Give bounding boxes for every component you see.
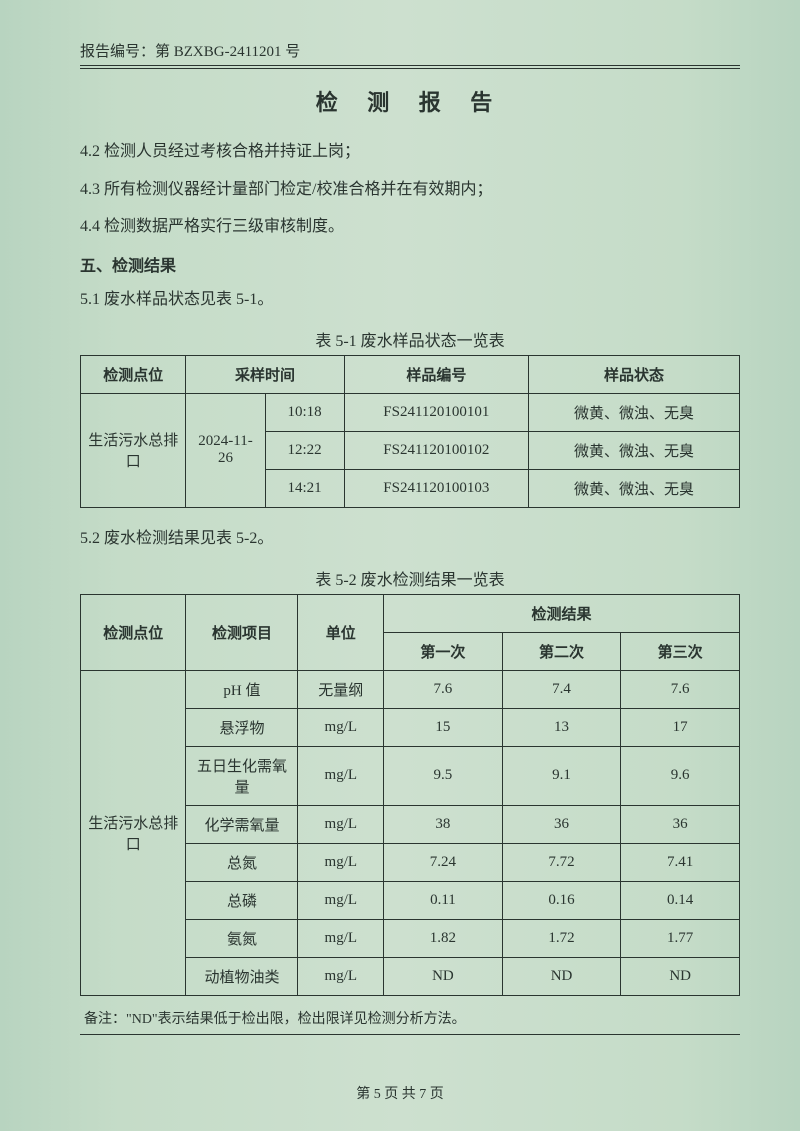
table-row: 生活污水总排口 pH 值 无量纲 7.6 7.4 7.6 — [81, 670, 740, 708]
th-third: 第三次 — [621, 632, 740, 670]
cell-status: 微黄、微浊、无臭 — [529, 469, 740, 507]
cell-r3: 36 — [621, 805, 740, 843]
cell-r1: 1.82 — [384, 919, 503, 957]
cell-sample-id: FS241120100101 — [344, 393, 529, 431]
cell-r1: ND — [384, 957, 503, 995]
cell-sample-id: FS241120100102 — [344, 431, 529, 469]
th-location: 检测点位 — [81, 355, 186, 393]
cell-item: 动植物油类 — [186, 957, 298, 995]
table2-caption: 表 5-2 废水检测结果一览表 — [80, 566, 740, 590]
cell-unit: 无量纲 — [298, 670, 384, 708]
para-4-3: 4.3 所有检测仪器经计量部门检定/校准合格并在有效期内； — [80, 173, 740, 207]
cell-item: 化学需氧量 — [186, 805, 298, 843]
cell-r1: 9.5 — [384, 746, 503, 805]
th-sample-time: 采样时间 — [186, 355, 344, 393]
cell-date: 2024-11-26 — [186, 393, 265, 507]
cell-status: 微黄、微浊、无臭 — [529, 393, 740, 431]
cell-r2: 7.4 — [502, 670, 621, 708]
cell-item: 总氮 — [186, 843, 298, 881]
cell-r1: 7.6 — [384, 670, 503, 708]
cell-time: 14:21 — [265, 469, 344, 507]
cell-r3: 17 — [621, 708, 740, 746]
cell-time: 10:18 — [265, 393, 344, 431]
cell-unit: mg/L — [298, 843, 384, 881]
cell-status: 微黄、微浊、无臭 — [529, 431, 740, 469]
cell-r1: 7.24 — [384, 843, 503, 881]
th-location: 检测点位 — [81, 594, 186, 670]
header-divider — [80, 68, 740, 69]
table-header-row: 检测点位 采样时间 样品编号 样品状态 — [81, 355, 740, 393]
cell-item: 氨氮 — [186, 919, 298, 957]
para-4-4: 4.4 检测数据严格实行三级审核制度。 — [80, 210, 740, 244]
cell-r3: 1.77 — [621, 919, 740, 957]
table-header-row: 检测点位 检测项目 单位 检测结果 — [81, 594, 740, 632]
cell-r3: 7.6 — [621, 670, 740, 708]
cell-r2: 36 — [502, 805, 621, 843]
cell-sample-id: FS241120100103 — [344, 469, 529, 507]
table-note: 备注："ND"表示结果低于检出限，检出限详见检测分析方法。 — [80, 1002, 740, 1035]
cell-r3: 9.6 — [621, 746, 740, 805]
th-sample-id: 样品编号 — [344, 355, 529, 393]
cell-time: 12:22 — [265, 431, 344, 469]
para-5-1: 5.1 废水样品状态见表 5-1。 — [80, 283, 740, 317]
cell-r2: 0.16 — [502, 881, 621, 919]
cell-r2: ND — [502, 957, 621, 995]
cell-unit: mg/L — [298, 746, 384, 805]
para-4-2: 4.2 检测人员经过考核合格并持证上岗； — [80, 135, 740, 169]
report-number: 报告编号：第 BZXBG-2411201 号 — [80, 40, 740, 66]
th-test-item: 检测项目 — [186, 594, 298, 670]
cell-unit: mg/L — [298, 805, 384, 843]
cell-item: 总磷 — [186, 881, 298, 919]
th-sample-status: 样品状态 — [529, 355, 740, 393]
cell-r2: 1.72 — [502, 919, 621, 957]
cell-item: pH 值 — [186, 670, 298, 708]
cell-r3: 7.41 — [621, 843, 740, 881]
th-unit: 单位 — [298, 594, 384, 670]
page-title: 检 测 报 告 — [80, 85, 740, 117]
cell-unit: mg/L — [298, 957, 384, 995]
table-row: 生活污水总排口 2024-11-26 10:18 FS241120100101 … — [81, 393, 740, 431]
cell-r1: 0.11 — [384, 881, 503, 919]
page-footer: 第 5 页 共 7 页 — [0, 1083, 800, 1103]
cell-unit: mg/L — [298, 919, 384, 957]
cell-location: 生活污水总排口 — [81, 393, 186, 507]
cell-location: 生活污水总排口 — [81, 670, 186, 995]
sample-status-table: 检测点位 采样时间 样品编号 样品状态 生活污水总排口 2024-11-26 1… — [80, 355, 740, 508]
th-second: 第二次 — [502, 632, 621, 670]
para-5-2: 5.2 废水检测结果见表 5-2。 — [80, 522, 740, 556]
table1-caption: 表 5-1 废水样品状态一览表 — [80, 327, 740, 351]
cell-unit: mg/L — [298, 881, 384, 919]
cell-r2: 7.72 — [502, 843, 621, 881]
cell-r2: 9.1 — [502, 746, 621, 805]
section-5-heading: 五、检测结果 — [80, 250, 740, 284]
cell-item: 五日生化需氧量 — [186, 746, 298, 805]
cell-r1: 15 — [384, 708, 503, 746]
test-results-table: 检测点位 检测项目 单位 检测结果 第一次 第二次 第三次 生活污水总排口 pH… — [80, 594, 740, 996]
cell-r3: 0.14 — [621, 881, 740, 919]
cell-r2: 13 — [502, 708, 621, 746]
cell-r3: ND — [621, 957, 740, 995]
cell-unit: mg/L — [298, 708, 384, 746]
cell-r1: 38 — [384, 805, 503, 843]
th-results: 检测结果 — [384, 594, 740, 632]
cell-item: 悬浮物 — [186, 708, 298, 746]
th-first: 第一次 — [384, 632, 503, 670]
